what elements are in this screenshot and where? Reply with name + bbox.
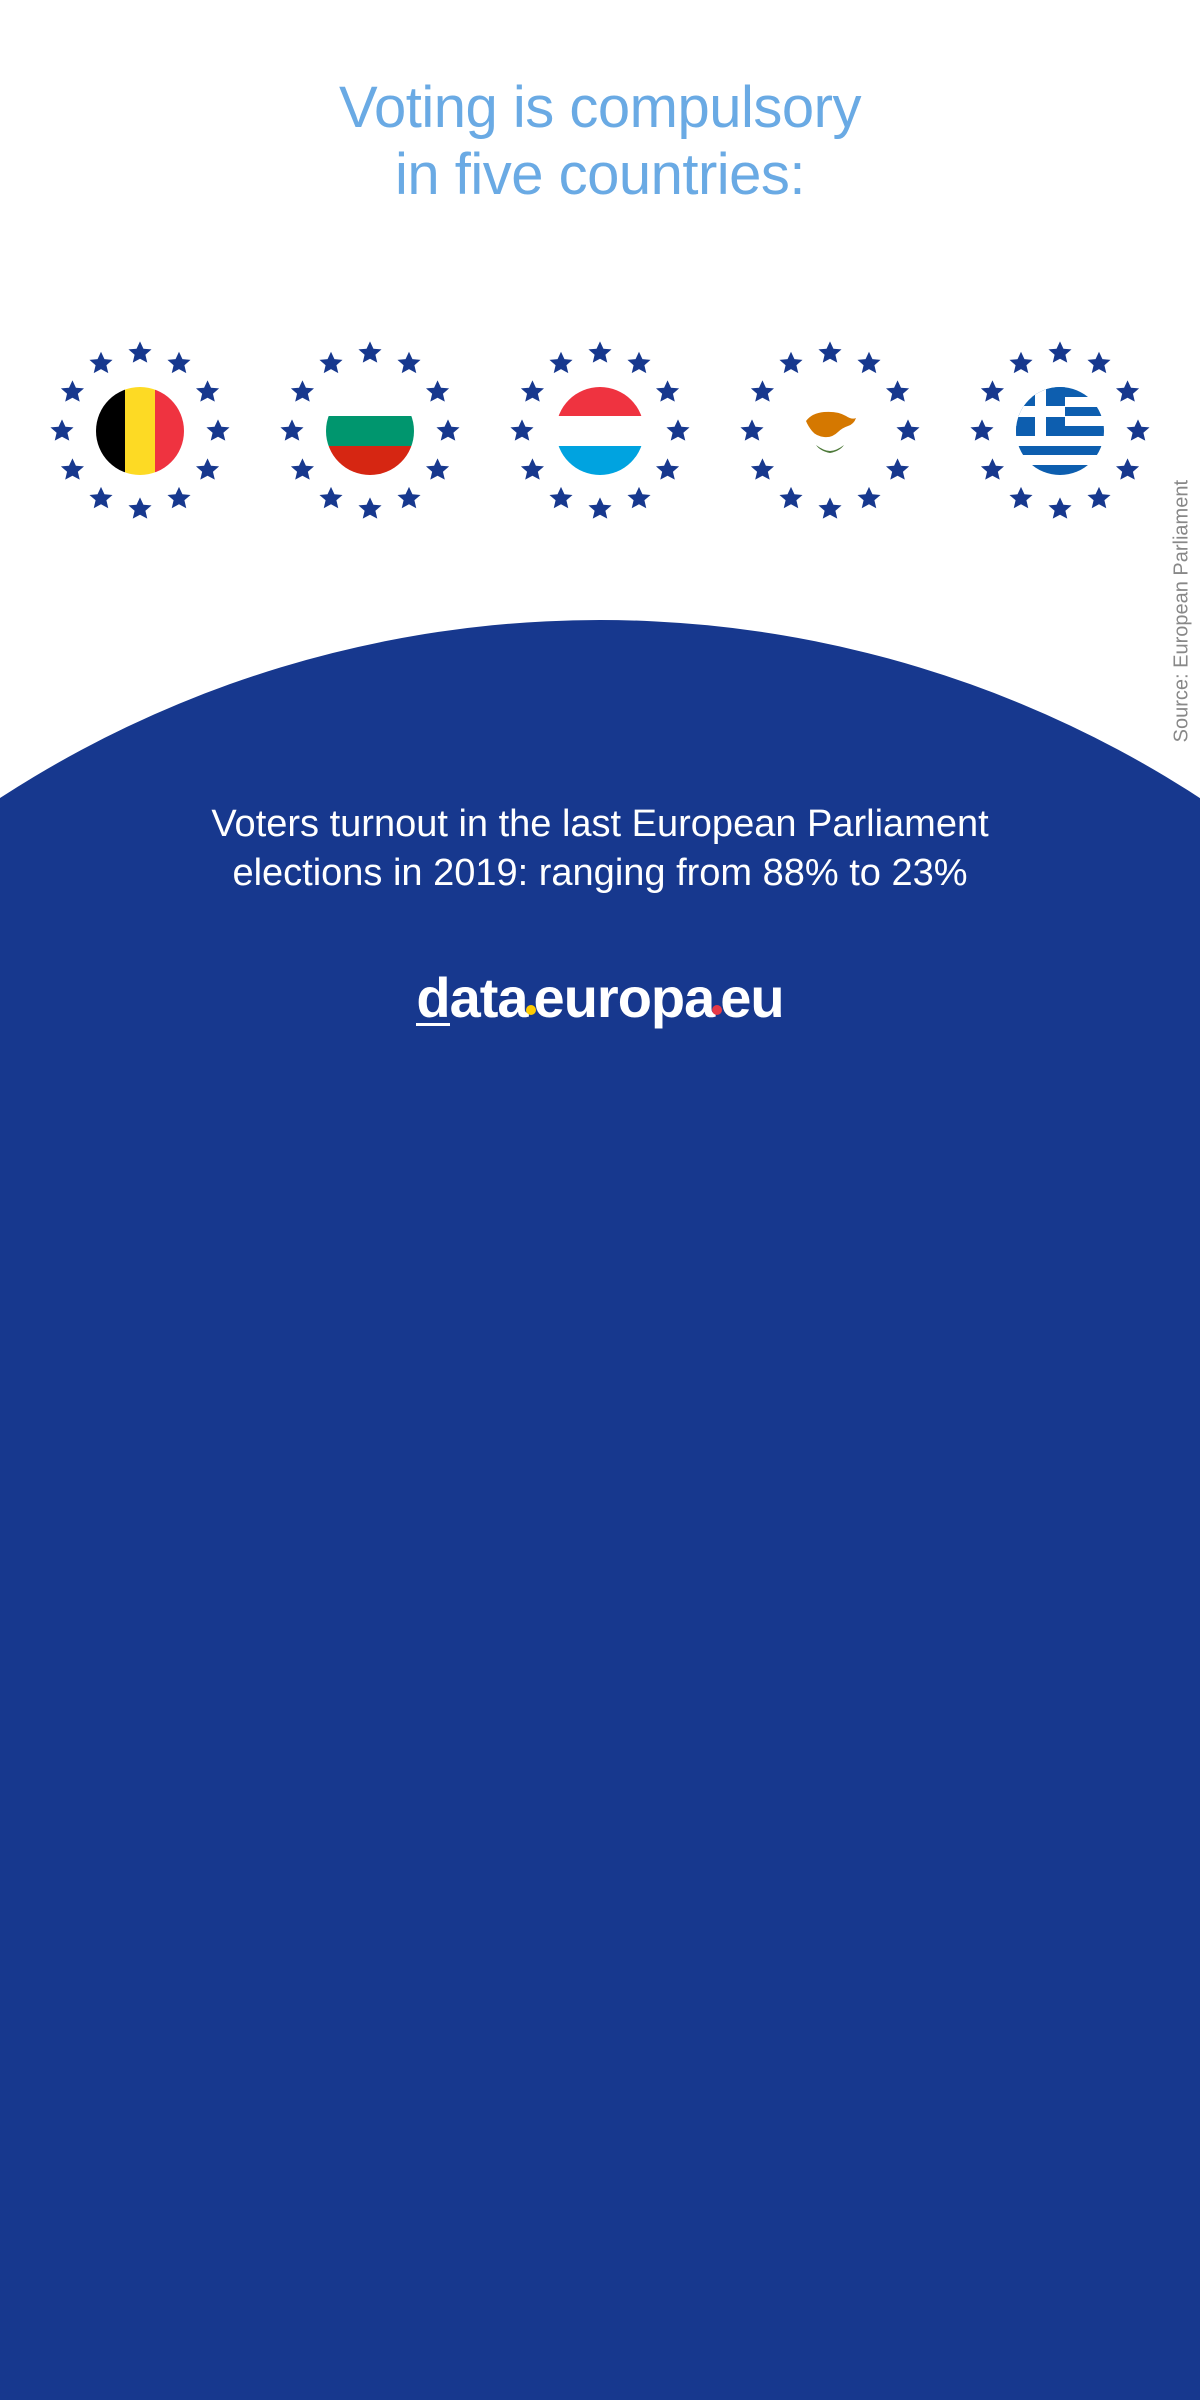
star-icon <box>884 378 912 406</box>
star-icon <box>738 417 766 445</box>
logo: dataeuropaeu <box>0 965 1200 1030</box>
star-icon <box>518 378 546 406</box>
star-icon <box>978 456 1006 484</box>
star-icon <box>356 495 384 523</box>
star-icon <box>288 378 316 406</box>
star-icon <box>1114 456 1142 484</box>
star-icon <box>165 485 193 513</box>
star-icon <box>1007 349 1035 377</box>
star-icon <box>356 339 384 367</box>
star-icon <box>664 417 692 445</box>
star-icon <box>58 378 86 406</box>
subtitle-line-1: Voters turnout in the last European Parl… <box>211 803 988 845</box>
title-line-2: in five countries: <box>395 142 805 207</box>
star-icon <box>654 378 682 406</box>
star-icon <box>317 349 345 377</box>
star-icon <box>547 349 575 377</box>
star-icon <box>625 485 653 513</box>
star-icon <box>777 349 805 377</box>
star-icon <box>1007 485 1035 513</box>
flag-item-luxembourg <box>509 340 691 522</box>
star-icon <box>424 456 452 484</box>
flag-item-greece <box>969 340 1151 522</box>
star-icon <box>518 456 546 484</box>
star-icon <box>1114 378 1142 406</box>
flag-item-bulgaria <box>279 340 461 522</box>
star-icon <box>748 378 776 406</box>
flag-item-belgium <box>49 340 231 522</box>
star-icon <box>278 417 306 445</box>
title-line-1: Voting is compulsory <box>339 75 861 140</box>
star-icon <box>586 495 614 523</box>
star-icon <box>87 349 115 377</box>
star-icon <box>194 456 222 484</box>
star-icon <box>1085 485 1113 513</box>
star-icon <box>816 495 844 523</box>
star-icon <box>1046 339 1074 367</box>
star-icon <box>424 378 452 406</box>
star-icon <box>204 417 232 445</box>
star-icon <box>288 456 316 484</box>
star-icon <box>586 339 614 367</box>
star-icon <box>317 485 345 513</box>
star-icon <box>165 349 193 377</box>
flag-luxembourg <box>556 387 644 475</box>
star-icon <box>777 485 805 513</box>
star-icon <box>58 456 86 484</box>
star-icon <box>48 417 76 445</box>
star-icon <box>625 349 653 377</box>
star-icon <box>978 378 1006 406</box>
star-icon <box>748 456 776 484</box>
star-icon <box>395 349 423 377</box>
flags-row <box>0 340 1200 522</box>
subtitle-line-2: elections in 2019: ranging from 88% to 2… <box>232 852 967 894</box>
main-title: Voting is compulsory in five countries: <box>0 75 1200 208</box>
star-icon <box>126 339 154 367</box>
star-icon <box>1085 349 1113 377</box>
star-icon <box>884 456 912 484</box>
star-icon <box>1046 495 1074 523</box>
star-icon <box>434 417 462 445</box>
star-icon <box>395 485 423 513</box>
star-icon <box>855 485 883 513</box>
star-icon <box>547 485 575 513</box>
star-icon <box>855 349 883 377</box>
star-icon <box>126 495 154 523</box>
star-icon <box>508 417 536 445</box>
star-icon <box>968 417 996 445</box>
subtitle: Voters turnout in the last European Parl… <box>0 800 1200 899</box>
star-icon <box>654 456 682 484</box>
star-icon <box>894 417 922 445</box>
star-icon <box>1124 417 1152 445</box>
flag-bulgaria <box>326 387 414 475</box>
star-icon <box>816 339 844 367</box>
flag-belgium <box>96 387 184 475</box>
flag-cyprus <box>786 387 874 475</box>
flag-item-cyprus <box>739 340 921 522</box>
star-icon <box>194 378 222 406</box>
source-text: Source: European Parliament <box>1170 480 1193 742</box>
flag-greece <box>1016 387 1104 475</box>
star-icon <box>87 485 115 513</box>
